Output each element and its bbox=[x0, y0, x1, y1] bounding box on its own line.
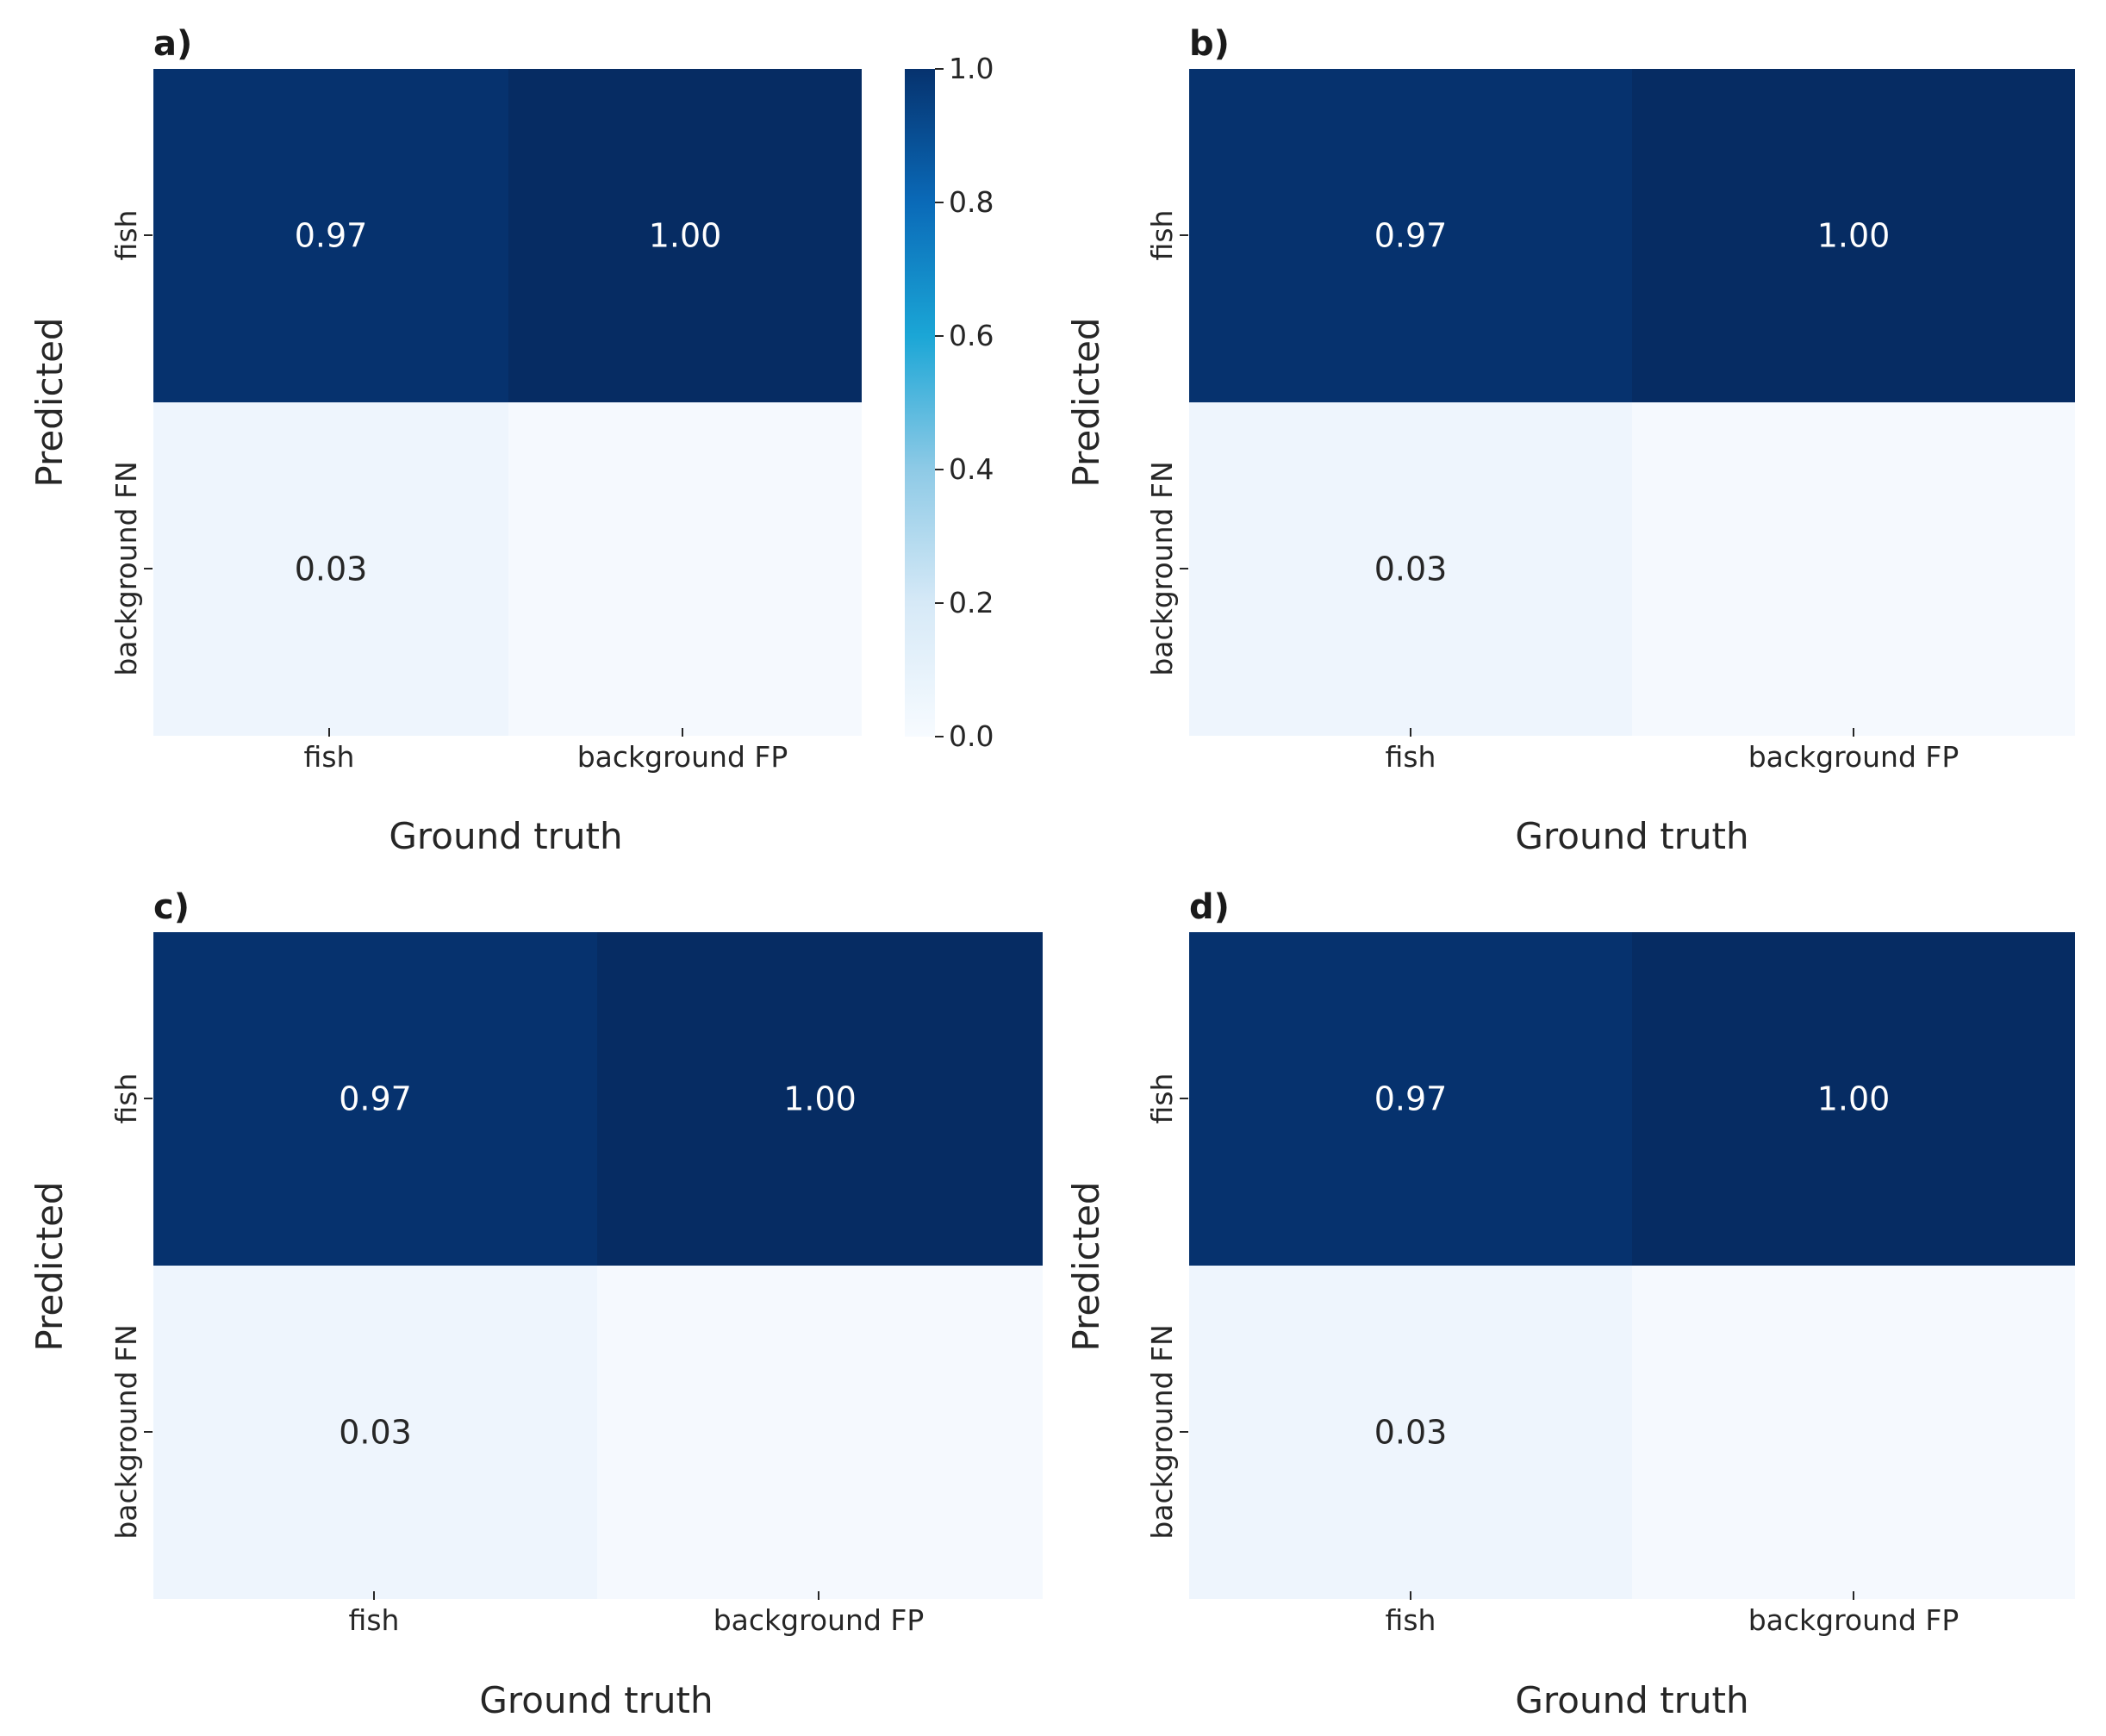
x-tick-label-fish: fish bbox=[304, 740, 355, 774]
y-tick-label-background-fn: background FN bbox=[109, 461, 143, 675]
x-tick-label-background-fp: background FP bbox=[1748, 1603, 1960, 1637]
heatmap-cells: 0.97 1.00 0.03 bbox=[1189, 932, 2075, 1599]
y-axis-title: Predicted bbox=[1065, 1181, 1107, 1351]
heatmap-cell-r0-c1 bbox=[1632, 932, 2075, 1266]
panel-label: b) bbox=[1189, 24, 1230, 64]
colorbar-ticks: 0.0 0.2 0.4 0.6 0.8 1.0 bbox=[935, 52, 994, 753]
cell-value-label: 1.00 bbox=[1817, 217, 1891, 255]
y-tick-label-fish: fish bbox=[109, 210, 143, 261]
panel-c: c) 0.97 1.000.03 fish background FP fish … bbox=[28, 887, 1043, 1721]
colorbar-gradient bbox=[905, 69, 935, 737]
panel-label: a) bbox=[153, 24, 192, 64]
cell-value-label: 1.00 bbox=[649, 217, 722, 255]
x-axis-title: Ground truth bbox=[389, 815, 622, 857]
heatmap-cell-r1-c0 bbox=[1189, 402, 1632, 736]
heatmap-cell-r0-c1 bbox=[508, 69, 862, 402]
y-tick-label-fish: fish bbox=[1145, 1073, 1179, 1124]
heatmap-cell-r0-c1 bbox=[1632, 69, 2075, 402]
x-tick-label-fish: fish bbox=[1386, 1603, 1436, 1637]
x-tick-label-background-fp: background FP bbox=[1748, 740, 1960, 774]
cell-value-label: 1.00 bbox=[1817, 1080, 1891, 1118]
heatmap-cells: 0.97 1.00 0.03 bbox=[153, 69, 862, 736]
heatmap-cell-r1-c1 bbox=[1632, 402, 2075, 736]
x-tick-label-fish: fish bbox=[349, 1603, 400, 1637]
heatmap-cell-r0-c1 bbox=[597, 932, 1043, 1266]
panel-label: c) bbox=[153, 887, 190, 927]
y-axis-title: Predicted bbox=[28, 317, 71, 487]
y-axis-title: Predicted bbox=[1065, 317, 1107, 487]
cell-value-label: 0.03 bbox=[339, 1414, 412, 1452]
cell-value-label: 0.03 bbox=[1374, 551, 1448, 588]
cell-value-label: 1.00 bbox=[783, 1080, 857, 1118]
heatmap-cell-r1-c0 bbox=[153, 402, 508, 736]
heatmap-cell-r1-c0 bbox=[153, 1266, 597, 1599]
colorbar: 0.0 0.2 0.4 0.6 0.8 1.0 bbox=[905, 52, 994, 753]
x-axis-title: Ground truth bbox=[1515, 1679, 1748, 1721]
y-tick-label-background-fn: background FN bbox=[1145, 461, 1179, 675]
panel-label: d) bbox=[1189, 887, 1230, 927]
heatmap-cell-r0-c0 bbox=[1189, 932, 1632, 1266]
panel-d: d) 0.97 1.000.03 fish background FP fish … bbox=[1065, 887, 2075, 1721]
y-tick-label-background-fn: background FN bbox=[109, 1324, 143, 1539]
heatmap-cell-r0-c0 bbox=[153, 932, 597, 1266]
cell-value-label: 0.03 bbox=[295, 551, 368, 588]
cell-value-label: 0.97 bbox=[295, 217, 368, 255]
y-tick-label-fish: fish bbox=[109, 1073, 143, 1124]
colorbar-tick-label: 1.0 bbox=[949, 52, 994, 85]
panel-a: a) 0.97 1.000.03 fish background FP fish … bbox=[28, 24, 862, 857]
heatmap-cell-r0-c0 bbox=[153, 69, 508, 402]
cell-value-label: 0.97 bbox=[1374, 1080, 1448, 1118]
heatmap-cells: 0.97 1.00 0.03 bbox=[153, 932, 1043, 1599]
x-tick-label-background-fp: background FP bbox=[577, 740, 788, 774]
panel-b: b) 0.97 1.000.03 fish background FP fish … bbox=[1065, 24, 2075, 857]
heatmap-cell-r1-c1 bbox=[508, 402, 862, 736]
x-tick-label-background-fp: background FP bbox=[713, 1603, 925, 1637]
colorbar-tick-label: 0.4 bbox=[949, 452, 994, 486]
y-tick-label-background-fn: background FN bbox=[1145, 1324, 1179, 1539]
heatmap-cell-r0-c0 bbox=[1189, 69, 1632, 402]
cell-value-label: 0.97 bbox=[339, 1080, 412, 1118]
cell-value-label: 0.03 bbox=[1374, 1414, 1448, 1452]
x-tick-label-fish: fish bbox=[1386, 740, 1436, 774]
y-tick-label-fish: fish bbox=[1145, 210, 1179, 261]
x-axis-title: Ground truth bbox=[1515, 815, 1748, 857]
heatmap-cell-r1-c1 bbox=[597, 1266, 1043, 1599]
heatmap-cell-r1-c0 bbox=[1189, 1266, 1632, 1599]
heatmap-cell-r1-c1 bbox=[1632, 1266, 2075, 1599]
colorbar-tick-label: 0.0 bbox=[949, 719, 994, 753]
colorbar-tick-label: 0.8 bbox=[949, 185, 994, 219]
colorbar-tick-label: 0.2 bbox=[949, 586, 994, 619]
heatmap-cells: 0.97 1.00 0.03 bbox=[1189, 69, 2075, 736]
x-axis-title: Ground truth bbox=[479, 1679, 713, 1721]
y-axis-title: Predicted bbox=[28, 1181, 71, 1351]
cell-value-label: 0.97 bbox=[1374, 217, 1448, 255]
colorbar-tick-label: 0.6 bbox=[949, 319, 994, 352]
